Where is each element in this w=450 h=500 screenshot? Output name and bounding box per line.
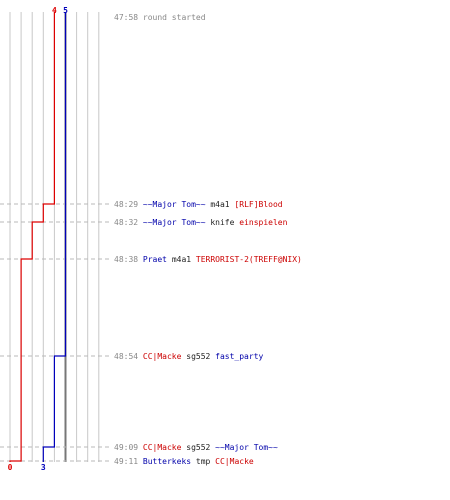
red-end-count: 0 bbox=[8, 463, 13, 472]
event-weapon: sg552 bbox=[181, 443, 215, 452]
event-time: 48:38 bbox=[114, 255, 143, 264]
event-player: einspielen bbox=[239, 218, 287, 227]
event-time: 48:32 bbox=[114, 218, 143, 227]
event-row: 48:32 ~~Major Tom~~ knife einspielen bbox=[114, 218, 288, 227]
event-time: 49:09 bbox=[114, 443, 143, 452]
event-weapon: m4a1 bbox=[206, 200, 235, 209]
event-player: fast_party bbox=[215, 352, 263, 361]
event-time: 47:58 bbox=[114, 13, 143, 22]
event-player: ~~Major Tom~~ bbox=[215, 443, 278, 452]
event-player: CC|Macke bbox=[143, 443, 182, 452]
event-player: TERRORIST-2(TREFF@NIX) bbox=[196, 255, 302, 264]
blue-start-count: 5 bbox=[63, 6, 68, 15]
event-row: 49:09 CC|Macke sg552 ~~Major Tom~~ bbox=[114, 443, 278, 452]
event-row: 47:58 round started bbox=[114, 13, 206, 22]
event-text: round started bbox=[143, 13, 206, 22]
team-count-lines bbox=[9, 12, 67, 462]
blue-end-count: 3 bbox=[41, 463, 46, 472]
event-weapon: sg552 bbox=[181, 352, 215, 361]
event-row: 48:38 Praet m4a1 TERRORIST-2(TREFF@NIX) bbox=[114, 255, 302, 264]
event-player: ~~Major Tom~~ bbox=[143, 218, 206, 227]
event-time: 48:54 bbox=[114, 352, 143, 361]
event-row: 49:11 Butterkeks tmp CC|Macke bbox=[114, 457, 254, 466]
team-count-labels: 54 3 0 bbox=[8, 6, 69, 472]
event-player: CC|Macke bbox=[143, 352, 182, 361]
red-start-count: 4 bbox=[52, 6, 57, 15]
event-weapon: m4a1 bbox=[167, 255, 196, 264]
red-team-line bbox=[9, 12, 55, 462]
event-player: ~~Major Tom~~ bbox=[143, 200, 206, 209]
event-weapon: knife bbox=[206, 218, 240, 227]
event-row: 48:29 ~~Major Tom~~ m4a1 [RLF]Blood bbox=[114, 200, 283, 209]
event-time: 48:29 bbox=[114, 200, 143, 209]
event-player: [RLF]Blood bbox=[234, 200, 282, 209]
event-time: 49:11 bbox=[114, 457, 143, 466]
event-player: CC|Macke bbox=[215, 457, 254, 466]
event-player: Praet bbox=[143, 255, 167, 264]
event-row: 48:54 CC|Macke sg552 fast_party bbox=[114, 352, 264, 361]
event-player: Butterkeks bbox=[143, 457, 191, 466]
event-log: 47:58 round started 48:29 ~~Major Tom~~ m… bbox=[114, 13, 302, 466]
event-weapon: tmp bbox=[191, 457, 215, 466]
event-guide-lines bbox=[0, 203, 110, 462]
blue-team-line bbox=[42, 12, 67, 462]
